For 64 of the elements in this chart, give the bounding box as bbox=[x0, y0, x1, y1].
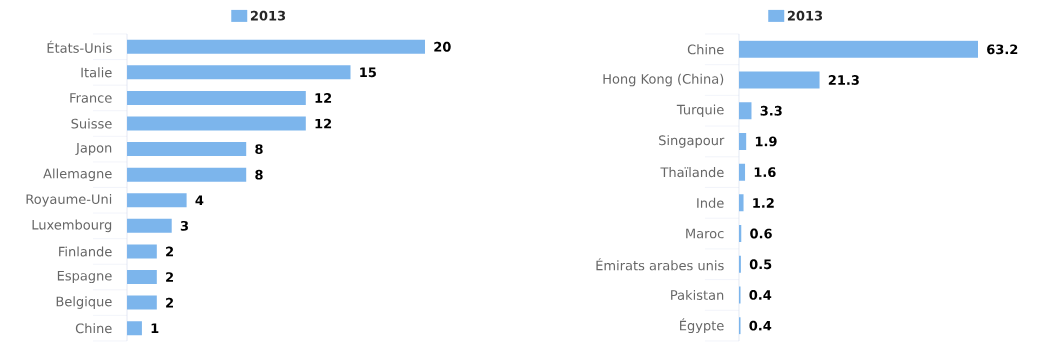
data-label: 2 bbox=[166, 272, 173, 282]
data-label: 12 bbox=[315, 93, 332, 103]
y-tick-label: France bbox=[70, 93, 112, 103]
bar bbox=[738, 102, 752, 120]
legend-label: 2013 bbox=[250, 10, 286, 21]
y-tick-label: Japon bbox=[75, 143, 112, 156]
y-tick-label: Belgique bbox=[56, 296, 112, 309]
bar bbox=[127, 39, 425, 54]
data-label: 8 bbox=[255, 169, 263, 180]
data-label: 0.5 bbox=[749, 259, 772, 270]
bar bbox=[127, 193, 187, 208]
bar bbox=[738, 194, 744, 212]
y-tick-label: Chine bbox=[687, 44, 724, 55]
bar bbox=[127, 244, 157, 259]
y-tick-label: Émirats arabes unis bbox=[596, 258, 724, 271]
y-tick-label: Finlande bbox=[59, 246, 112, 257]
data-label: 12 bbox=[315, 118, 332, 129]
y-tick-label: Singapour bbox=[659, 135, 725, 148]
bar bbox=[127, 218, 172, 233]
y-tick-label: Luxembourg bbox=[32, 219, 112, 233]
data-label: 0.4 bbox=[749, 320, 772, 331]
y-tick-label: Royaume-Uni bbox=[26, 193, 112, 207]
data-label: 1.9 bbox=[755, 136, 777, 147]
y-tick-label: Chine bbox=[75, 323, 112, 334]
data-label: 1.6 bbox=[754, 167, 776, 178]
y-tick-label: Pakistan bbox=[671, 289, 724, 300]
bar bbox=[738, 40, 978, 58]
data-label: 21.3 bbox=[828, 75, 859, 85]
data-label: 1 bbox=[151, 323, 159, 333]
data-label: 8 bbox=[255, 144, 263, 155]
bar bbox=[127, 321, 142, 336]
bar bbox=[127, 142, 247, 157]
data-label: 15 bbox=[360, 67, 376, 78]
y-tick-label: Allemagne bbox=[43, 168, 112, 181]
y-tick-label: Suisse bbox=[71, 118, 112, 129]
bar bbox=[738, 132, 747, 150]
y-tick-label: Thaïlande bbox=[660, 167, 724, 178]
data-label: 0.6 bbox=[750, 228, 772, 239]
bar bbox=[738, 163, 746, 181]
data-label: 1.2 bbox=[753, 198, 774, 208]
data-label: 2 bbox=[166, 297, 173, 308]
data-label: 63.2 bbox=[987, 44, 1018, 55]
data-label: 3 bbox=[180, 220, 188, 231]
bar bbox=[127, 167, 247, 182]
bar bbox=[127, 116, 306, 131]
y-tick-label: Espagne bbox=[57, 270, 112, 284]
data-label: 4 bbox=[195, 195, 204, 206]
y-tick-label: Inde bbox=[697, 197, 724, 208]
bar bbox=[127, 295, 157, 310]
bar bbox=[127, 270, 157, 285]
data-label: 20 bbox=[434, 41, 451, 52]
y-tick-label: Italie bbox=[81, 67, 112, 78]
bar bbox=[738, 71, 820, 89]
data-label: 2 bbox=[166, 246, 173, 257]
y-tick-label: États-Unis bbox=[47, 40, 112, 53]
y-tick-label: Maroc bbox=[686, 228, 724, 239]
y-tick-label: Hong Kong (China) bbox=[603, 73, 724, 87]
y-tick-label: Égypte bbox=[680, 318, 724, 334]
bar bbox=[127, 65, 351, 80]
data-label: 0.4 bbox=[749, 290, 772, 300]
data-label: 3.3 bbox=[760, 105, 782, 116]
y-tick-label: Turquie bbox=[676, 104, 724, 118]
bar bbox=[127, 90, 306, 105]
legend-label: 2013 bbox=[787, 10, 823, 21]
